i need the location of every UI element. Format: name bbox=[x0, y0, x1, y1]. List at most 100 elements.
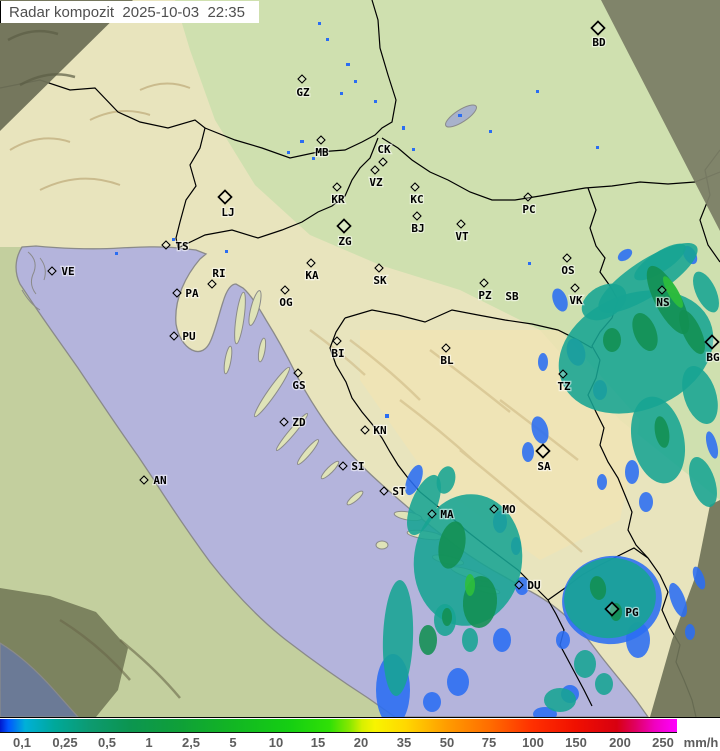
precip-cell bbox=[382, 580, 414, 696]
tyrrhenian-sea bbox=[0, 642, 79, 717]
precip-cell bbox=[646, 265, 690, 335]
city-label-SI: SI bbox=[351, 460, 364, 473]
city-label-PG: PG bbox=[625, 606, 639, 619]
city-marker-MA bbox=[427, 509, 437, 519]
city-label-ZD: ZD bbox=[292, 416, 306, 429]
precip-cell bbox=[462, 628, 478, 652]
city-marker-NS bbox=[657, 285, 667, 295]
city-label-DU: DU bbox=[527, 579, 541, 592]
city-marker-MO bbox=[489, 504, 499, 514]
out-of-range-ne bbox=[601, 0, 720, 231]
city-label-SA: SA bbox=[537, 460, 551, 473]
precipitation-specks bbox=[115, 22, 599, 418]
legend-tick: 35 bbox=[396, 735, 412, 750]
city-label-PC: PC bbox=[522, 203, 535, 216]
precip-cell bbox=[522, 442, 534, 462]
precip-speck bbox=[385, 414, 389, 418]
city-marker-ST bbox=[379, 486, 389, 496]
precip-speck bbox=[536, 90, 539, 93]
city-marker-PC bbox=[523, 192, 533, 202]
city-marker-PG bbox=[604, 601, 620, 617]
legend-tick: 100 bbox=[522, 735, 544, 750]
precip-cell bbox=[682, 366, 718, 424]
legend-tick: 10 bbox=[268, 735, 284, 750]
precip-cell bbox=[678, 309, 706, 355]
precip-cell bbox=[574, 650, 596, 678]
city-marker-BI bbox=[332, 336, 342, 346]
precip-speck bbox=[528, 262, 531, 265]
legend-tick: 5 bbox=[229, 735, 237, 750]
precip-speck bbox=[458, 114, 462, 117]
precip-cell bbox=[685, 624, 695, 640]
city-label-VK: VK bbox=[569, 294, 583, 307]
city-marker-SI bbox=[338, 461, 348, 471]
city-marker-TS bbox=[161, 240, 171, 250]
city-marker-TZ bbox=[558, 369, 568, 379]
precip-speck bbox=[346, 63, 350, 66]
city-marker-ZG bbox=[336, 218, 352, 234]
precip-speck bbox=[312, 157, 315, 160]
city-marker-BG bbox=[704, 334, 720, 350]
city-marker-DU bbox=[514, 580, 524, 590]
city-label-VE: VE bbox=[61, 265, 74, 278]
precip-cell bbox=[438, 521, 466, 569]
city-label-KN: KN bbox=[373, 424, 386, 437]
precip-cell bbox=[689, 456, 717, 508]
precip-cell bbox=[597, 474, 607, 490]
city-marker-RI bbox=[207, 279, 217, 289]
city-marker-LJ bbox=[217, 189, 233, 205]
precip-cell bbox=[663, 276, 683, 308]
legend-tick: 50 bbox=[439, 735, 455, 750]
precip-speck bbox=[326, 38, 329, 41]
precip-speck bbox=[354, 80, 357, 83]
city-label-TZ: TZ bbox=[557, 380, 571, 393]
city-label-VZ: VZ bbox=[369, 176, 383, 189]
precip-cell bbox=[589, 576, 607, 600]
city-label-MO: MO bbox=[502, 503, 516, 516]
precip-cell bbox=[493, 628, 511, 652]
precip-cell bbox=[595, 673, 613, 695]
precip-cell bbox=[423, 692, 441, 712]
precip-speck bbox=[374, 100, 377, 103]
precip-cell bbox=[407, 474, 441, 536]
precip-speck bbox=[402, 126, 405, 130]
precip-cell bbox=[564, 557, 656, 639]
city-marker-VK bbox=[570, 283, 580, 293]
precip-cell bbox=[639, 492, 653, 512]
legend-tick: 0,25 bbox=[52, 735, 78, 750]
italy-land bbox=[0, 247, 395, 717]
precip-cell bbox=[617, 248, 633, 262]
precip-cell bbox=[632, 313, 658, 351]
venetian-lagoon bbox=[21, 251, 46, 311]
city-label-CK: CK bbox=[377, 143, 391, 156]
city-label-GS: GS bbox=[292, 379, 305, 392]
city-marker-KN bbox=[360, 425, 370, 435]
city-marker-BD bbox=[590, 20, 606, 36]
precip-speck bbox=[225, 250, 228, 253]
precip-cell bbox=[405, 464, 423, 496]
city-label-BL: BL bbox=[440, 354, 454, 367]
precip-speck bbox=[300, 140, 304, 143]
legend-unit-label: mm/h bbox=[683, 735, 719, 750]
precip-cell bbox=[693, 271, 719, 313]
city-marker-PU bbox=[169, 331, 179, 341]
city-label-LJ: LJ bbox=[221, 206, 234, 219]
city-label-MB: MB bbox=[315, 146, 329, 159]
nw-ridges bbox=[7, 29, 76, 87]
city-marker-OS bbox=[562, 253, 572, 263]
legend-tick: 0,5 bbox=[97, 735, 117, 750]
city-label-PZ: PZ bbox=[478, 289, 492, 302]
precip-cell bbox=[447, 668, 469, 696]
city-label-BI: BI bbox=[331, 347, 344, 360]
legend-tick: 1 bbox=[145, 735, 153, 750]
city-marker-SK bbox=[374, 263, 384, 273]
lowland-region bbox=[150, 0, 720, 500]
city-label-BJ: BJ bbox=[411, 222, 424, 235]
city-label-NS: NS bbox=[656, 296, 669, 309]
precip-cell bbox=[625, 460, 639, 484]
precip-cell bbox=[634, 243, 686, 281]
city-marker-PA bbox=[172, 288, 182, 298]
city-label-GZ: GZ bbox=[296, 86, 310, 99]
city-marker-PZ bbox=[479, 278, 489, 288]
city-label-AN: AN bbox=[153, 474, 166, 487]
